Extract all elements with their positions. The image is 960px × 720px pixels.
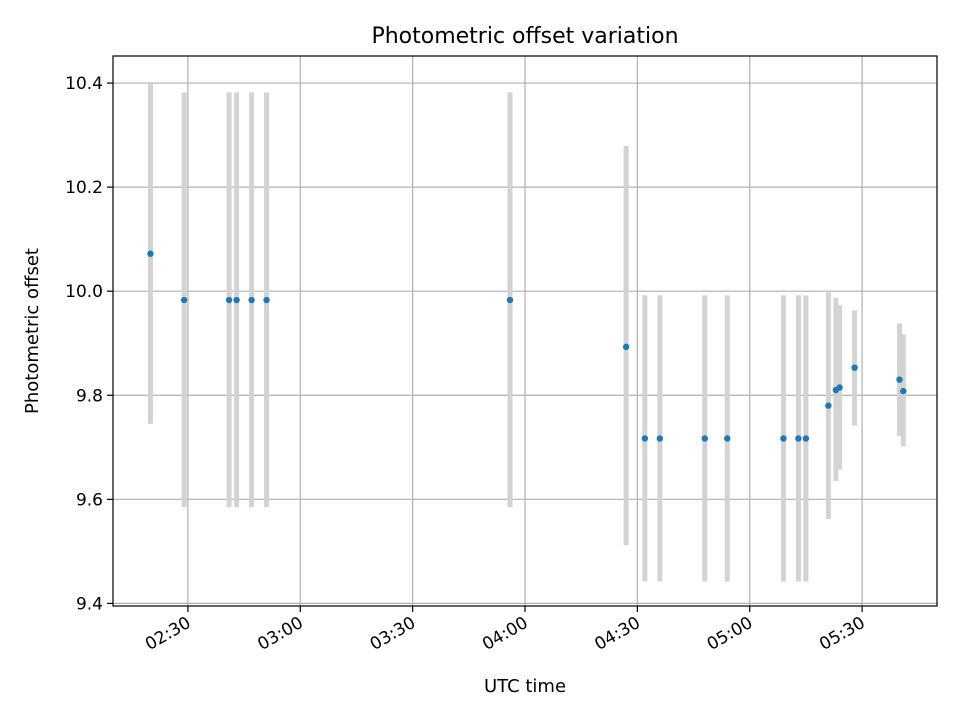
data-point	[506, 296, 514, 304]
y-axis-label: Photometric offset	[22, 248, 43, 414]
y-tick-label: 10.0	[65, 282, 103, 302]
y-tick-label: 9.6	[76, 490, 103, 510]
data-point	[780, 435, 787, 442]
y-tick-label: 9.8	[76, 386, 103, 406]
data-point	[147, 250, 154, 257]
data-point	[724, 435, 731, 442]
data-point	[622, 343, 630, 351]
chart-title: Photometric offset variation	[371, 24, 678, 49]
data-point	[825, 402, 832, 409]
data-point	[900, 387, 907, 395]
data-point	[180, 296, 188, 304]
data-point	[656, 435, 664, 442]
y-axis-ticks: 9.4 9.6 9.8 10.0 10.2 10.4	[65, 74, 113, 614]
data-point	[836, 384, 843, 391]
data-point	[248, 296, 255, 304]
grid	[113, 56, 937, 606]
data-point	[802, 435, 810, 442]
y-tick-label: 10.4	[65, 74, 103, 94]
x-axis-label: UTC time	[484, 676, 566, 697]
data-point	[641, 435, 649, 442]
data-point	[233, 296, 240, 304]
data-point	[896, 376, 903, 383]
data-point	[795, 435, 802, 442]
y-tick-label: 10.2	[65, 178, 103, 198]
y-tick-label: 9.4	[76, 594, 103, 614]
data-points	[147, 250, 907, 442]
data-point	[701, 435, 708, 442]
data-point	[225, 296, 233, 304]
data-point	[263, 296, 270, 304]
data-point	[851, 364, 858, 371]
